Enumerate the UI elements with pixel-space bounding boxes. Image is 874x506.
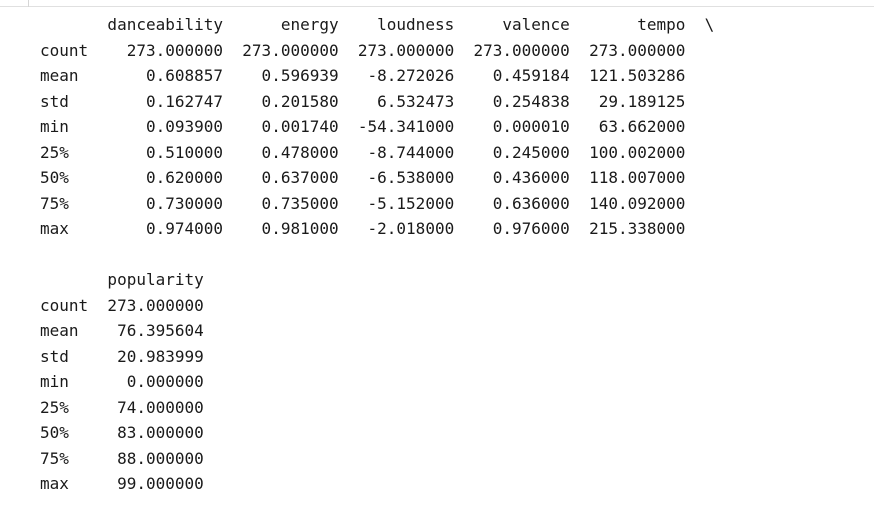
output-line-75-1: 75% 0.730000 0.735000 -5.152000 0.636000… (40, 193, 705, 213)
output-line-std-2: std 20.983999 (40, 346, 224, 366)
output-line-25-1: 25% 0.510000 0.478000 -8.744000 0.245000… (40, 142, 705, 162)
output-line-max-2: max 99.000000 (40, 474, 224, 493)
output-line-mean-2: mean 76.395604 (40, 321, 224, 340)
output-line-count-1: count 273.000000 273.000000 273.000000 2… (40, 40, 705, 60)
output-line-header-1: danceability energy loudness valence tem… (40, 15, 715, 34)
output-line-std-1: std 0.162747 0.201580 6.532473 0.254838 … (40, 91, 705, 111)
describe-output: danceability energy loudness valence tem… (40, 12, 714, 497)
output-line-blank (40, 242, 714, 268)
cell-top-border (0, 0, 874, 7)
output-line-mean-1: mean 0.608857 0.596939 -8.272026 0.45918… (40, 66, 705, 85)
output-line-count-2: count 273.000000 (40, 295, 224, 315)
output-line-min-2: min 0.000000 (40, 372, 224, 391)
output-line-header-2: popularity (40, 270, 224, 289)
output-line-min-1: min 0.093900 0.001740 -54.341000 0.00001… (40, 117, 705, 136)
output-line-25-2: 25% 74.000000 (40, 397, 224, 417)
output-line-max-1: max 0.974000 0.981000 -2.018000 0.976000… (40, 219, 705, 238)
cell-left-border (28, 0, 29, 7)
output-line-75-2: 75% 88.000000 (40, 448, 224, 468)
output-line-50-2: 50% 83.000000 (40, 423, 224, 442)
output-line-50-1: 50% 0.620000 0.637000 -6.538000 0.436000… (40, 168, 705, 187)
